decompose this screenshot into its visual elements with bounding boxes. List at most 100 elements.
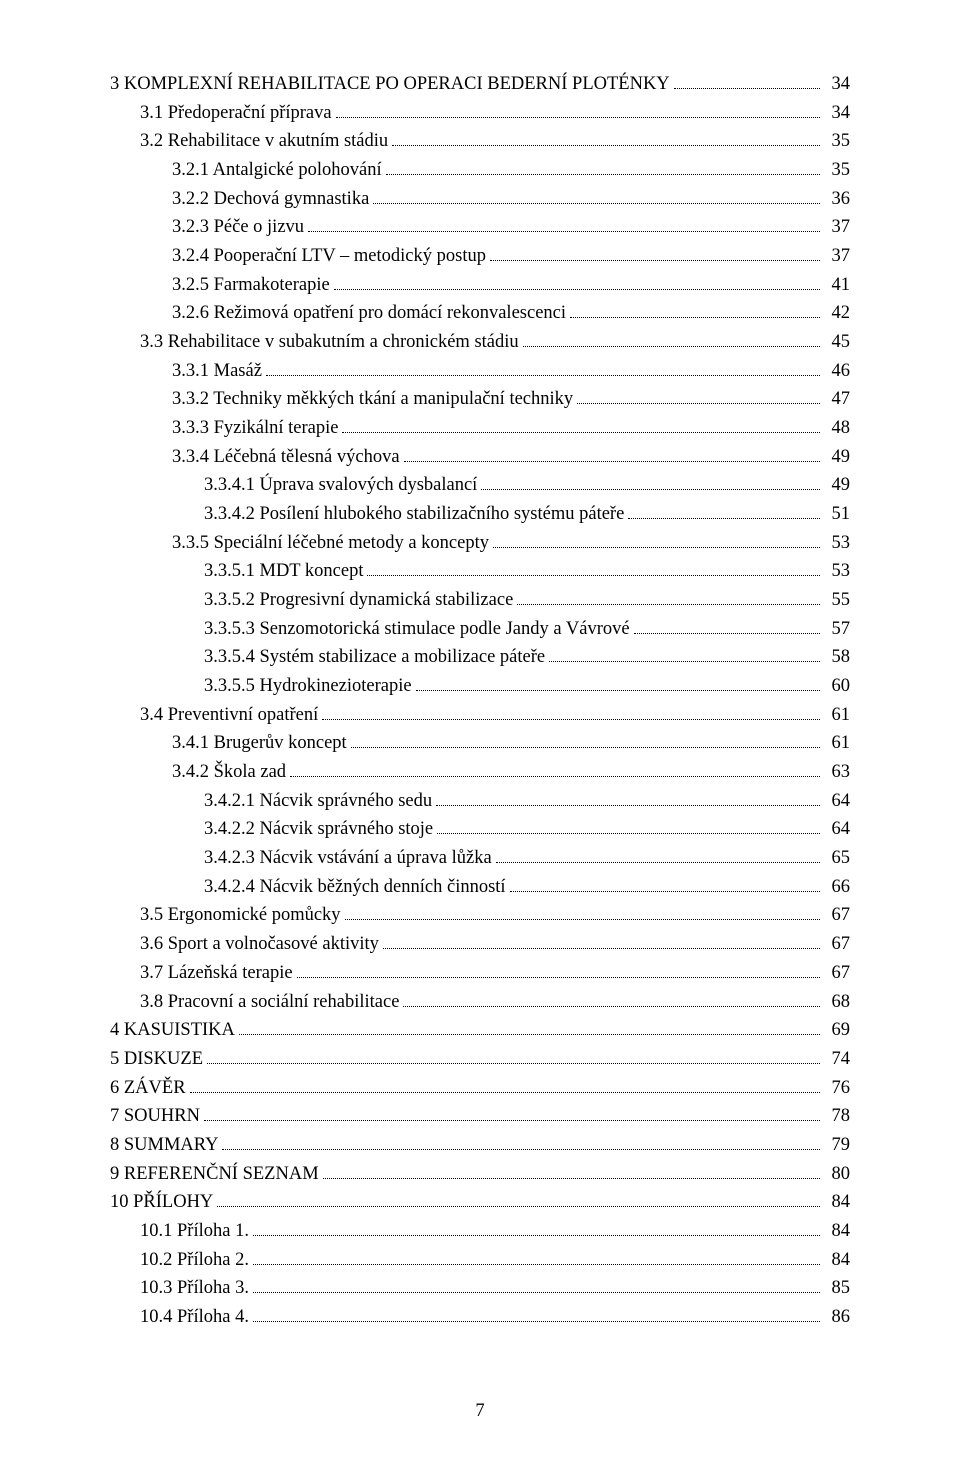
toc-entry: 3.4.2.2 Nácvik správného stoje 64: [110, 815, 850, 844]
toc-entry: 3.2.1 Antalgické polohování 35: [110, 156, 850, 185]
toc-entry-page: 67: [824, 901, 850, 930]
toc-entry-text: 10.2 Příloha 2.: [140, 1246, 249, 1275]
toc-entry-text: 3 KOMPLEXNÍ REHABILITACE PO OPERACI BEDE…: [110, 70, 670, 99]
toc-entry-page: 60: [824, 672, 850, 701]
toc-entry-text: 8 SUMMARY: [110, 1131, 218, 1160]
toc-entry-page: 41: [824, 271, 850, 300]
toc-dot-leader: [392, 145, 820, 146]
toc-dot-leader: [416, 690, 820, 691]
toc-dot-leader: [517, 604, 820, 605]
toc-entry-text: 10 PŘÍLOHY: [110, 1188, 213, 1217]
toc-entry-page: 46: [824, 357, 850, 386]
toc-entry-text: 3.2.5 Farmakoterapie: [172, 271, 330, 300]
toc-dot-leader: [190, 1092, 820, 1093]
toc-entry-text: 3.5 Ergonomické pomůcky: [140, 901, 341, 930]
toc-entry-page: 63: [824, 758, 850, 787]
toc-dot-leader: [253, 1321, 820, 1322]
toc-entry: 3.4.1 Brugerův koncept61: [110, 729, 850, 758]
toc-entry-text: 3.3.5.3 Senzomotorická stimulace podle J…: [204, 615, 630, 644]
toc-entry: 3.3.3 Fyzikální terapie48: [110, 414, 850, 443]
toc-dot-leader: [351, 747, 820, 748]
toc-entry: 3.4.2.4 Nácvik běžných denních činností6…: [110, 873, 850, 902]
toc-dot-leader: [628, 518, 820, 519]
toc-entry-text: 3.2 Rehabilitace v akutním stádiu: [140, 127, 388, 156]
toc-entry-text: 3.6 Sport a volnočasové aktivity: [140, 930, 379, 959]
toc-entry-page: 48: [824, 414, 850, 443]
toc-dot-leader: [549, 661, 820, 662]
toc-entry-page: 79: [824, 1131, 850, 1160]
toc-entry: 3.3.4 Léčebná tělesná výchova49: [110, 443, 850, 472]
toc-entry-page: 85: [824, 1274, 850, 1303]
toc-dot-leader: [510, 891, 820, 892]
toc-entry: 3.2.6 Režimová opatření pro domácí rekon…: [110, 299, 850, 328]
toc-entry-text: 3.3.2 Techniky měkkých tkání a manipulač…: [172, 385, 573, 414]
toc-dot-leader: [290, 776, 820, 777]
toc-entry-page: 49: [824, 443, 850, 472]
toc-entry-text: 6 ZÁVĚR: [110, 1074, 186, 1103]
toc-dot-leader: [373, 203, 820, 204]
toc-entry-page: 35: [824, 127, 850, 156]
toc-entry: 3.4.2.3 Nácvik vstávání a úprava lůžka65: [110, 844, 850, 873]
toc-entry-page: 49: [824, 471, 850, 500]
toc-entry-text: 3.2.6 Režimová opatření pro domácí rekon…: [172, 299, 566, 328]
toc-entry-page: 78: [824, 1102, 850, 1131]
toc-entry: 5 DISKUZE74: [110, 1045, 850, 1074]
toc-entry-page: 42: [824, 299, 850, 328]
toc-dot-leader: [334, 289, 820, 290]
toc-entry-text: 3.3.5 Speciální léčebné metody a koncept…: [172, 529, 489, 558]
toc-entry-page: 53: [824, 529, 850, 558]
toc-entry: 3.3 Rehabilitace v subakutním a chronick…: [110, 328, 850, 357]
toc-entry: 3.3.5.3 Senzomotorická stimulace podle J…: [110, 615, 850, 644]
toc-entry-text: 3.3.4.2 Posílení hlubokého stabilizačníh…: [204, 500, 624, 529]
toc-entry-page: 55: [824, 586, 850, 615]
toc-entry: 8 SUMMARY 79: [110, 1131, 850, 1160]
toc-dot-leader: [496, 862, 820, 863]
toc-dot-leader: [323, 1178, 820, 1179]
toc-entry-page: 64: [824, 815, 850, 844]
toc-entry-page: 80: [824, 1160, 850, 1189]
toc-entry-page: 76: [824, 1074, 850, 1103]
toc-dot-leader: [674, 88, 820, 89]
toc-dot-leader: [383, 948, 820, 949]
toc-entry-text: 3.7 Lázeňská terapie: [140, 959, 293, 988]
toc-entry: 10.4 Příloha 4.86: [110, 1303, 850, 1332]
toc-dot-leader: [217, 1206, 820, 1207]
toc-entry-page: 67: [824, 959, 850, 988]
toc-entry-text: 3.4.2 Škola zad: [172, 758, 286, 787]
toc-dot-leader: [345, 919, 820, 920]
toc-entry-text: 3.4.2.4 Nácvik běžných denních činností: [204, 873, 506, 902]
toc-entry-page: 34: [824, 70, 850, 99]
toc-entry-page: 35: [824, 156, 850, 185]
toc-entry: 3.8 Pracovní a sociální rehabilitace 68: [110, 988, 850, 1017]
toc-entry-text: 3.4.1 Brugerův koncept: [172, 729, 347, 758]
toc-entry-text: 3.3.5.4 Systém stabilizace a mobilizace …: [204, 643, 545, 672]
toc-entry-page: 68: [824, 988, 850, 1017]
toc-dot-leader: [222, 1149, 820, 1150]
toc-entry-page: 51: [824, 500, 850, 529]
toc-entry-page: 36: [824, 185, 850, 214]
toc-entry-text: 3.2.1 Antalgické polohování: [172, 156, 382, 185]
toc-entry-text: 3.4.2.2 Nácvik správného stoje: [204, 815, 433, 844]
toc-entry: 6 ZÁVĚR 76: [110, 1074, 850, 1103]
toc-entry: 3.2.2 Dechová gymnastika36: [110, 185, 850, 214]
toc-entry: 3.7 Lázeňská terapie 67: [110, 959, 850, 988]
toc-entry-page: 74: [824, 1045, 850, 1074]
toc-entry-text: 3.8 Pracovní a sociální rehabilitace: [140, 988, 399, 1017]
toc-dot-leader: [336, 117, 820, 118]
toc-entry-page: 84: [824, 1217, 850, 1246]
toc-entry: 3.3.5 Speciální léčebné metody a koncept…: [110, 529, 850, 558]
toc-entry: 3.3.5.1 MDT koncept53: [110, 557, 850, 586]
toc-dot-leader: [239, 1034, 820, 1035]
toc-entry-text: 3.3.5.2 Progresivní dynamická stabilizac…: [204, 586, 513, 615]
toc-entry-text: 4 KASUISTIKA: [110, 1016, 235, 1045]
toc-entry: 3.6 Sport a volnočasové aktivity67: [110, 930, 850, 959]
toc-dot-leader: [570, 317, 820, 318]
toc-entry: 3.5 Ergonomické pomůcky 67: [110, 901, 850, 930]
toc-dot-leader: [204, 1120, 820, 1121]
toc-entry-page: 65: [824, 844, 850, 873]
toc-entry-text: 3.1 Předoperační příprava: [140, 99, 332, 128]
toc-entry-page: 84: [824, 1246, 850, 1275]
toc-entry-text: 3.3 Rehabilitace v subakutním a chronick…: [140, 328, 519, 357]
toc-entry: 3.3.4.2 Posílení hlubokého stabilizačníh…: [110, 500, 850, 529]
toc-entry-text: 3.4 Preventivní opatření: [140, 701, 318, 730]
